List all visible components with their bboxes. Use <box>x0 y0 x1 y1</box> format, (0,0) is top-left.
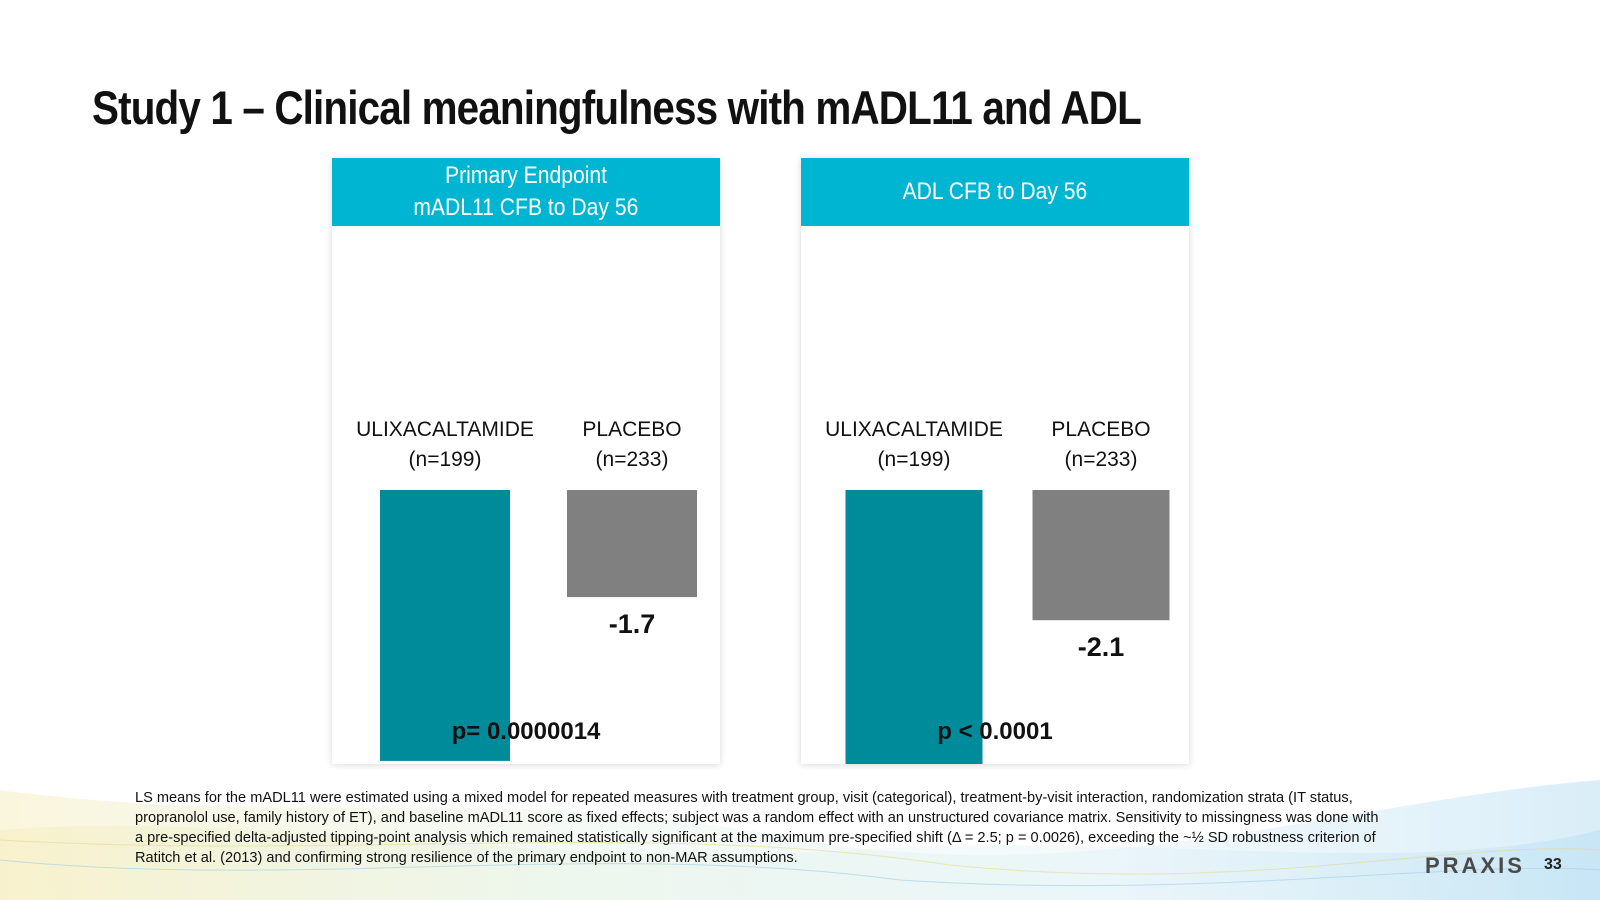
category-n-label: (n=199) <box>878 448 951 471</box>
chart-card-header: Primary Endpoint mADL11 CFB to Day 56 <box>332 158 720 226</box>
category-n-label: (n=233) <box>596 448 669 471</box>
data-label: -2.1 <box>1078 632 1125 662</box>
background-waves <box>0 780 1600 900</box>
chart-card-primary-endpoint: Primary Endpoint mADL11 CFB to Day 56 UL… <box>332 158 720 764</box>
bar <box>380 490 510 761</box>
bar <box>845 490 983 764</box>
category-label: ULIXACALTAMIDE <box>356 418 534 441</box>
chart-card-header: ADL CFB to Day 56 <box>801 158 1189 226</box>
category-n-label: (n=199) <box>409 448 482 471</box>
category-n-label: (n=233) <box>1065 448 1138 471</box>
category-label: PLACEBO <box>582 418 681 441</box>
category-label: ULIXACALTAMIDE <box>825 418 1003 441</box>
chart-title-line-2: mADL11 CFB to Day 56 <box>413 194 639 221</box>
bar <box>567 490 697 598</box>
page-number: 33 <box>1544 856 1562 873</box>
category-label: PLACEBO <box>1051 418 1150 441</box>
page-title: Study 1 – Clinical meaningfulness with m… <box>92 81 1142 134</box>
bar-chart-adl: ULIXACALTAMIDE(n=199)-5.5PLACEBO(n=233)-… <box>825 418 1170 764</box>
chart-title-line-1: Primary Endpoint <box>444 162 607 189</box>
data-label: -1.7 <box>609 609 656 639</box>
logo-text: PRAXIS <box>1425 853 1525 878</box>
bar <box>1032 490 1170 621</box>
p-value-label: p= 0.0000014 <box>452 718 601 745</box>
praxis-logo: PRAXIS <box>1425 852 1525 880</box>
bar-chart-primary: ULIXACALTAMIDE(n=199)-4.3PLACEBO(n=233)-… <box>356 418 697 761</box>
footnote: LS means for the mADL11 were estimated u… <box>135 790 1379 866</box>
chart-card-adl: ADL CFB to Day 56 ULIXACALTAMIDE (n=199) -… <box>801 158 1189 764</box>
chart-title-line-1: ADL CFB to Day 56 <box>902 178 1088 205</box>
p-value-label: p < 0.0001 <box>937 718 1052 745</box>
